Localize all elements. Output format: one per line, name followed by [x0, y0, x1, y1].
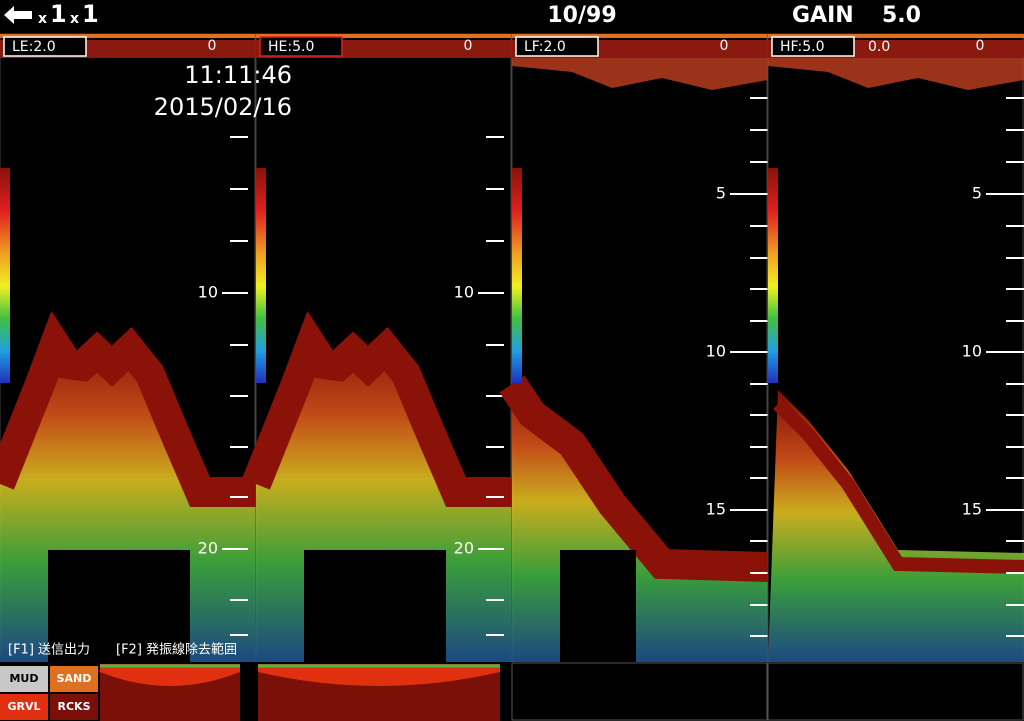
echo-panel: HE:5.0 0 10 20: [242, 33, 512, 663]
shadow-zone: [304, 550, 446, 662]
label-box: [3, 36, 87, 57]
panel-extra: 0.0: [868, 39, 890, 55]
clock-date: 2015/02/16: [154, 93, 292, 121]
bottom-type-cell: [0, 666, 48, 692]
page-indicator: 10/99: [547, 3, 616, 28]
bottom-line: [0, 310, 256, 507]
color-bar: [256, 168, 266, 383]
bottom-type-label: MUD: [9, 672, 38, 685]
bottom-type-label: SAND: [57, 672, 92, 685]
zoom-value: 1: [50, 0, 67, 28]
zoom-prefix: x: [70, 11, 79, 27]
f2-hint: [F2] 発振線除去範囲: [116, 642, 237, 658]
zero-label: 0: [208, 38, 217, 54]
label-box: [771, 36, 855, 57]
bottom-line: [242, 310, 512, 507]
back-arrow[interactable]: [4, 6, 32, 24]
panel-label: LE:2.0: [12, 39, 56, 55]
echo-panel: HF:5.0 0.0 0 5 10 15: [767, 33, 1024, 663]
surface-line: [0, 34, 256, 38]
bottom-line: [773, 399, 1024, 574]
zero-label: 0: [976, 38, 985, 54]
surface-clutter: [768, 58, 1024, 90]
color-bar: [0, 168, 10, 383]
bottom-empty: [767, 662, 1024, 721]
surface-line: [256, 34, 512, 38]
surface-clutter: [512, 58, 768, 90]
f1-hint: [F1] 送信出力: [8, 643, 90, 658]
echo-panel: LE:2.0 0 10 20: [0, 33, 256, 663]
echo-panel: LF:2.0 0 5 10 15: [499, 33, 769, 663]
zoom-value: 1: [82, 0, 99, 28]
top-bar: [0, 0, 1024, 32]
bottom-line: [499, 375, 769, 582]
gain-label: GAIN: [792, 3, 854, 28]
label-box: [515, 36, 599, 57]
depth-label: 10: [706, 342, 726, 361]
gain-value: 5.0: [882, 3, 921, 28]
zero-label: 0: [720, 38, 729, 54]
bottom-type-label: GRVL: [7, 700, 40, 713]
depth-label: 10: [198, 283, 218, 302]
bottom-type-label: RCKS: [58, 700, 91, 713]
depth-label: 20: [454, 539, 474, 558]
label-box: [259, 36, 343, 57]
depth-label: 15: [962, 500, 982, 519]
panel-label: LF:2.0: [524, 39, 566, 55]
depth-label: 5: [972, 184, 982, 203]
depth-label: 10: [962, 342, 982, 361]
zero-label: 0: [464, 38, 473, 54]
bottom-hardness: [100, 672, 240, 721]
zoom-prefix: x: [38, 11, 47, 27]
shadow-zone: [560, 550, 636, 662]
bottom-type-cell: [50, 694, 98, 720]
color-bar: [768, 168, 778, 383]
depth-label: 20: [198, 539, 218, 558]
panel-label: HF:5.0: [780, 39, 824, 55]
bottom-type-cell: [0, 694, 48, 720]
depth-label: 10: [454, 283, 474, 302]
surface-line: [768, 34, 1024, 38]
panel-label: HE:5.0: [268, 39, 314, 55]
depth-label: 15: [706, 500, 726, 519]
clock-time: 11:11:46: [184, 61, 292, 89]
bottom-type-cell: [50, 666, 98, 692]
surface-line: [512, 34, 768, 38]
depth-label: 5: [716, 184, 726, 203]
bottom-hardness: [258, 672, 500, 721]
bottom-empty: [511, 662, 768, 721]
color-bar: [512, 168, 522, 383]
shadow-zone: [48, 550, 190, 662]
